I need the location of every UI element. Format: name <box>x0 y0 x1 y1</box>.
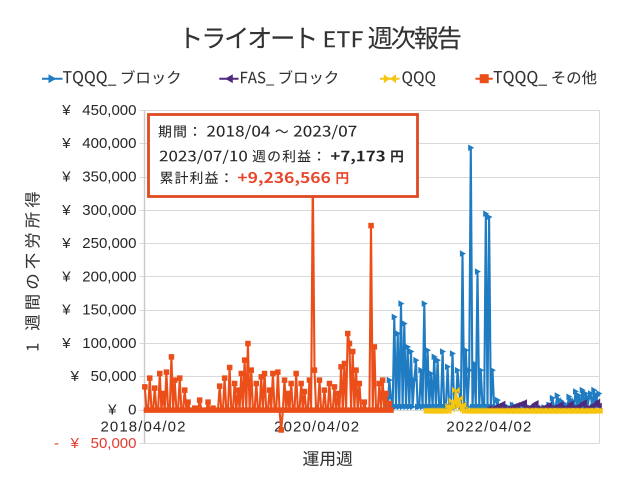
svg-text:¥ 400,000: ¥ 400,000 <box>61 135 136 152</box>
svg-text:- ¥ 50,000: - ¥ 50,000 <box>54 435 137 452</box>
svg-text:¥ 300,000: ¥ 300,000 <box>61 202 136 219</box>
svg-text:¥ 200,000: ¥ 200,000 <box>61 268 136 285</box>
svg-text:2020/04/02: 2020/04/02 <box>274 419 360 436</box>
svg-text:¥ 50,000: ¥ 50,000 <box>70 368 137 385</box>
svg-text:¥ 0: ¥ 0 <box>107 402 136 419</box>
svg-text:¥ 450,000: ¥ 450,000 <box>61 102 136 119</box>
svg-text:2022/04/02: 2022/04/02 <box>446 419 532 436</box>
svg-text:¥ 150,000: ¥ 150,000 <box>61 302 136 319</box>
svg-text:2018/04/02: 2018/04/02 <box>100 419 186 436</box>
svg-text:¥ 100,000: ¥ 100,000 <box>61 335 136 352</box>
svg-text:¥ 250,000: ¥ 250,000 <box>61 235 136 252</box>
svg-text:¥ 350,000: ¥ 350,000 <box>61 169 136 186</box>
